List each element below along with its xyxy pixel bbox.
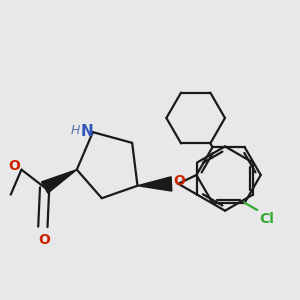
Text: O: O bbox=[8, 159, 20, 173]
Text: H: H bbox=[71, 124, 80, 137]
Text: O: O bbox=[39, 233, 51, 247]
Text: O: O bbox=[173, 174, 185, 188]
Polygon shape bbox=[41, 169, 77, 193]
Polygon shape bbox=[137, 177, 172, 191]
Text: Cl: Cl bbox=[259, 212, 274, 226]
Text: N: N bbox=[81, 124, 94, 139]
